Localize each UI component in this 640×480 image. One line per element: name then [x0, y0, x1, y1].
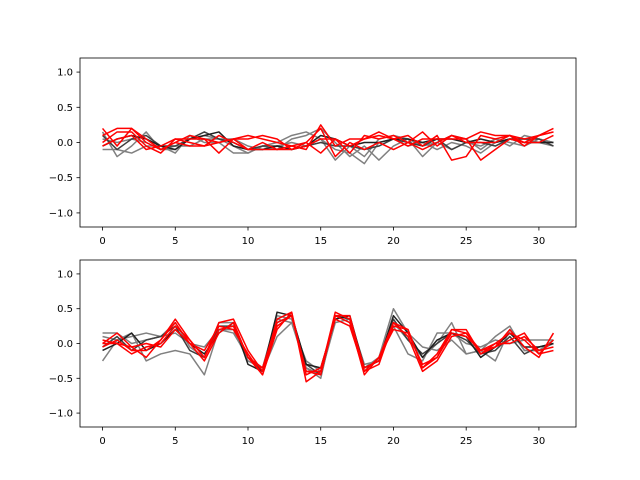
x-tick-label: 25	[460, 236, 473, 247]
series-line-5	[101, 124, 554, 161]
series-line-8	[102, 127, 554, 158]
y-tick-label: −0.5	[49, 173, 73, 184]
x-tick-label: 10	[242, 236, 255, 247]
y-tick-label: −0.5	[49, 374, 73, 385]
series-line-7	[102, 311, 554, 373]
series-group	[101, 307, 555, 383]
bottom-plot: 0 5 10 15 20 25 30 −1.0 −0.5 0.0 0.5 1.0	[49, 259, 577, 447]
y-tick-label: 0.0	[57, 138, 73, 149]
x-tick-label: 15	[314, 436, 327, 447]
x-tick-label: 5	[172, 236, 178, 247]
top-plot: 0 5 10 15 20 25 30 −1.0 −0.5 0.0 0.5 1.0	[49, 57, 577, 247]
x-tick-label: 20	[387, 236, 400, 247]
x-tick-label: 15	[314, 236, 327, 247]
x-tick-label: 20	[387, 436, 400, 447]
y-tick-label: 0.0	[57, 339, 73, 350]
y-tick-label: −1.0	[49, 208, 73, 219]
y-tick-label: 1.0	[57, 269, 73, 280]
x-tick-label: 25	[460, 436, 473, 447]
series-line-8	[102, 314, 554, 376]
x-tick-label: 30	[533, 436, 546, 447]
series-line-7	[102, 131, 554, 154]
y-tick-label: 0.5	[57, 103, 73, 114]
series-group	[101, 124, 554, 165]
x-tick-label: 0	[99, 236, 105, 247]
y-tick-label: 0.5	[57, 304, 73, 315]
x-tick-label: 5	[172, 436, 178, 447]
x-tick-label: 30	[533, 236, 546, 247]
y-tick-label: 1.0	[57, 68, 73, 79]
x-tick-label: 10	[242, 436, 255, 447]
x-tick-label: 0	[99, 436, 105, 447]
y-tick-label: −1.0	[49, 409, 73, 420]
